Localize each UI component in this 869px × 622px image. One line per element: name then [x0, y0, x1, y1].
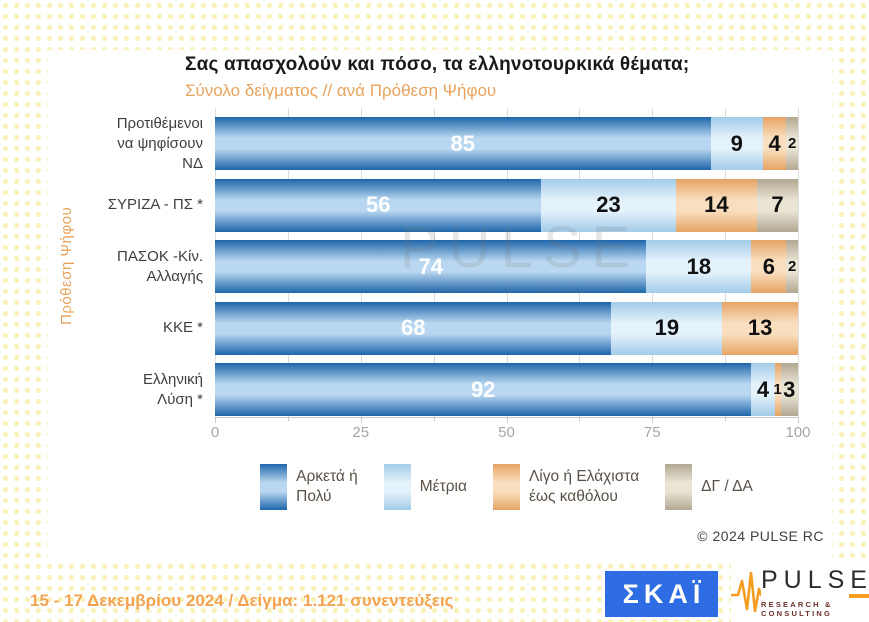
- bar-value-label: 68: [400, 315, 426, 340]
- bar-track: 85 9 4 2: [215, 117, 798, 170]
- bar-segment: 18: [646, 240, 752, 293]
- bar-value-label: 2: [787, 135, 797, 152]
- legend-label: ΔΓ / ΔΑ: [701, 478, 753, 495]
- pulse-logo-accent: [848, 594, 869, 598]
- category-label: Προτιθέμενοι να ψηφίσουν ΝΔ: [116, 114, 203, 172]
- bar-value-label: 2: [787, 258, 797, 275]
- bar-value-label: 92: [470, 376, 496, 402]
- bar-segment: 3: [780, 363, 798, 416]
- axis-tick: [579, 417, 581, 421]
- x-tick-label: 50: [498, 424, 515, 441]
- legend-swatch: [260, 464, 288, 510]
- chart-subtitle: Σύνολο δείγματος // ανά Πρόθεση Ψήφου: [185, 81, 497, 100]
- bar-value-label: 4: [768, 130, 781, 156]
- bar-value-label: 74: [418, 253, 443, 279]
- bar-track: 68 19 13: [215, 301, 798, 355]
- table-row: ΣΥΡΙΖΑ - ΠΣ * 56 23 14 7: [48, 178, 798, 232]
- bar-segment: 92: [215, 363, 752, 416]
- x-tick-label: 0: [210, 424, 220, 441]
- bar-value-label: 14: [704, 192, 729, 217]
- chart-rows: Προτιθέμενοι να ψηφίσουν ΝΔ 85 9 4 2 ΣΥΡΙΖΑ -…: [48, 115, 798, 416]
- bar-segment: 1: [773, 363, 782, 416]
- bar-segment: 2: [786, 240, 798, 293]
- axis-tick: [433, 417, 435, 421]
- category-label: ΚΚΕ *: [162, 319, 203, 336]
- x-tick-label: 75: [643, 424, 661, 441]
- x-tick-labels: 0 25 50 75 100: [211, 424, 811, 444]
- table-row: Ελληνική Λύση * 92 4 1 3: [48, 363, 798, 416]
- skai-logo-text: ΣΚΑΪ: [622, 578, 706, 609]
- bar-segment: 2: [786, 117, 798, 170]
- legend-entry: Λίγο ή Ελάχιστα έως καθόλου: [492, 464, 640, 510]
- pulse-logo-text: PULSE: [761, 566, 869, 594]
- legend-entry: ΔΓ / ΔΑ: [665, 464, 753, 510]
- bar-segment: 4: [763, 117, 787, 170]
- bar-segment: 6: [751, 240, 787, 293]
- axis-tick: [215, 417, 216, 423]
- legend-entry: Μέτρια: [383, 464, 467, 510]
- bar-segment: 9: [710, 117, 764, 170]
- bar-track: 74 18 6 2: [215, 240, 798, 293]
- pulse-logo-subtext: RESEARCH & CONSULTING: [761, 600, 833, 618]
- bar-value-label: 19: [654, 315, 680, 340]
- category-label: ΣΥΡΙΖΑ - ΠΣ *: [107, 196, 203, 213]
- chart-panel: Σας απασχολούν και πόσο, τα ελληνοτουρκι…: [48, 50, 832, 562]
- survey-date-sample-note: 15 - 17 Δεκεμβρίου 2024 / Δείγμα: 1.121 …: [30, 591, 454, 610]
- legend-label: Λίγο ή Ελάχιστα έως καθόλου: [528, 468, 640, 505]
- category-label: ΠΑΣΟΚ -Κίν. Αλλαγής: [117, 247, 203, 285]
- bar-segment: 13: [722, 301, 798, 355]
- pulse-logo: PULSE RESEARCH & CONSULTING: [731, 563, 869, 622]
- axis-tick: [652, 417, 654, 423]
- bar-value-label: 1: [773, 381, 782, 398]
- gridline: [798, 108, 799, 417]
- legend-swatch: [383, 464, 411, 510]
- legend-label: Μέτρια: [419, 478, 467, 495]
- bar-segment: 23: [541, 178, 676, 232]
- axis-tick: [506, 417, 508, 423]
- table-row: ΚΚΕ * 68 19 13: [48, 301, 798, 355]
- legend-entry: Αρκετά ή Πολύ: [260, 464, 358, 510]
- bar-track: 56 23 14 7: [215, 178, 798, 232]
- chart-header: Σας απασχολούν και πόσο, τα ελληνοτουρκι…: [185, 54, 689, 101]
- legend: Αρκετά ή Πολύ Μέτρια Λίγο ή Ελάχιστα έως κ…: [215, 458, 798, 516]
- bar-value-label: 9: [730, 130, 743, 156]
- bar-value-label: 13: [747, 315, 773, 340]
- table-row: Προτιθέμενοι να ψηφίσουν ΝΔ 85 9 4 2: [48, 115, 798, 172]
- bar-value-label: 7: [771, 192, 784, 217]
- legend-swatch: [492, 464, 520, 510]
- bar-segment: 14: [675, 178, 758, 232]
- bar-segment: 19: [611, 301, 723, 355]
- bar-value-label: 23: [596, 192, 621, 217]
- table-row: ΠΑΣΟΚ -Κίν. Αλλαγής 74 18 6 2: [48, 240, 798, 293]
- bar-track: 92 4 1 3: [215, 363, 798, 416]
- axis-tick: [287, 417, 289, 421]
- skai-logo: ΣΚΑΪ: [605, 571, 718, 617]
- bar-value-label: 6: [762, 253, 775, 279]
- copyright: © 2024 PULSE RC: [697, 528, 824, 544]
- pulse-waveform-icon: [731, 571, 761, 612]
- axis-tick: [725, 417, 727, 421]
- bar-segment: 56: [215, 178, 542, 232]
- bar-segment: 68: [215, 301, 612, 355]
- bar-segment: 7: [757, 178, 798, 232]
- bar-value-label: 18: [686, 253, 712, 279]
- category-label: Ελληνική Λύση *: [142, 370, 203, 408]
- legend-label: Αρκετά ή Πολύ: [296, 468, 358, 505]
- x-tick-label: 25: [352, 424, 370, 441]
- bar-value-label: 3: [783, 376, 796, 402]
- bar-value-label: 85: [450, 130, 476, 156]
- bar-segment: 85: [215, 117, 711, 170]
- bar-segment: 74: [215, 240, 647, 293]
- x-axis: [215, 417, 799, 423]
- legend-swatch: [665, 464, 693, 510]
- x-tick-label: 100: [785, 424, 811, 441]
- chart-title: Σας απασχολούν και πόσο, τα ελληνοτουρκι…: [185, 54, 690, 75]
- bar-value-label: 56: [365, 192, 391, 217]
- bar-value-label: 4: [756, 376, 770, 402]
- axis-tick: [360, 417, 362, 423]
- bar-segment: 4: [751, 363, 775, 416]
- axis-tick: [798, 417, 799, 423]
